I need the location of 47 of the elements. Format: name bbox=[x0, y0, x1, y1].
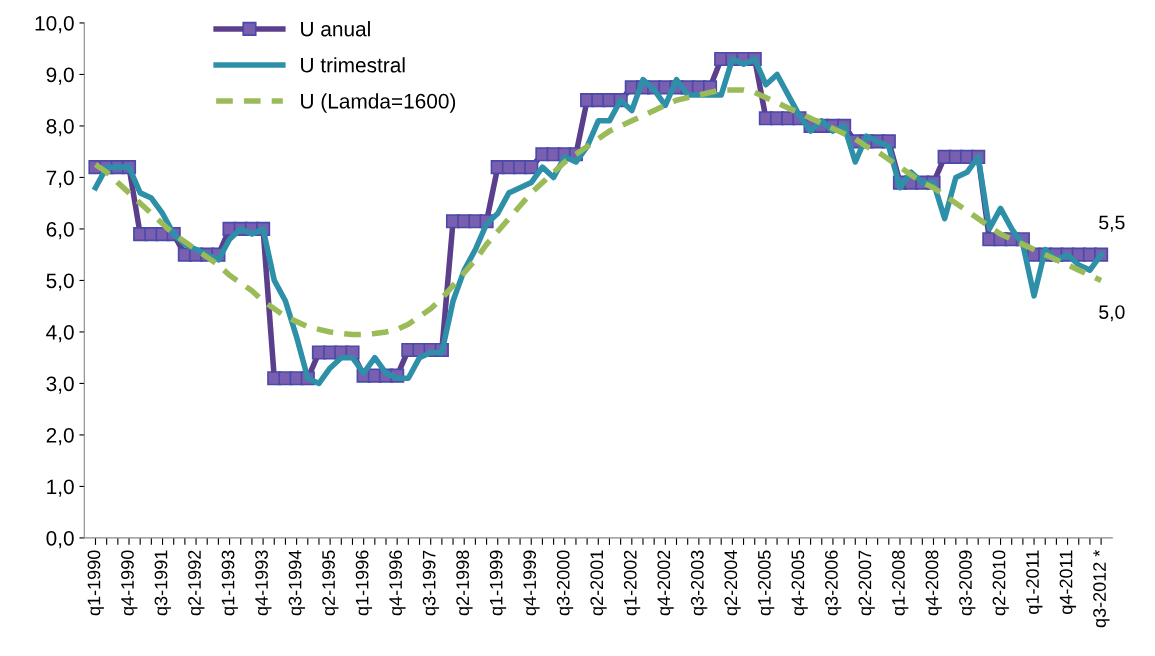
x-tick-label: q3-1991 bbox=[154, 550, 171, 616]
y-tick-label: 10,0 bbox=[35, 15, 74, 34]
x-tick-label: q1-2011 bbox=[1026, 550, 1043, 614]
annotation: 5,5 bbox=[1099, 215, 1125, 232]
x-tick-label: q3-2009 bbox=[959, 550, 976, 616]
x-tick-label: q1-1999 bbox=[489, 550, 507, 616]
y-tick-label: 3,0 bbox=[46, 376, 74, 394]
x-tick-label: q4-1999 bbox=[523, 550, 540, 616]
x-tick-label: q3-2006 bbox=[824, 550, 842, 616]
x-tick-label: q4-1993 bbox=[255, 550, 272, 616]
x-tick-label: q4-1996 bbox=[389, 550, 406, 616]
x-tick-label: q2-2001 bbox=[590, 550, 607, 616]
x-tick-label: q3-1997 bbox=[422, 550, 440, 616]
x-tick-label: q2-2004 bbox=[724, 550, 741, 616]
y-tick-label: 6,0 bbox=[46, 221, 74, 240]
y-tick-label: 1,0 bbox=[47, 479, 74, 497]
legend-label: U trimestral bbox=[301, 57, 405, 73]
x-tick-label: q3-2003 bbox=[690, 550, 708, 616]
y-tick-label: 5,0 bbox=[46, 273, 74, 291]
y-tick-label: 0,0 bbox=[46, 530, 74, 549]
legend-label: U (Lamda=1600) bbox=[301, 93, 456, 113]
x-tick-label: q1-1996 bbox=[355, 550, 373, 616]
x-tick-label: q3-2000 bbox=[556, 550, 574, 616]
y-tick-label: 4,0 bbox=[46, 324, 74, 343]
x-tick-label: q4-2008 bbox=[925, 550, 942, 616]
x-tick-label: q4-2011 bbox=[1059, 550, 1076, 614]
x-tick-label: q2-2007 bbox=[858, 550, 875, 616]
legend-label: U anual bbox=[301, 21, 370, 37]
x-tick-label: q1-1993 bbox=[221, 550, 238, 616]
x-tick-label: q1-2005 bbox=[757, 550, 775, 616]
y-tick-label: 8,0 bbox=[46, 118, 74, 137]
annotation: 5,0 bbox=[1099, 305, 1125, 322]
x-tick-label: q4-1990 bbox=[121, 550, 138, 616]
x-tick-label: q2-1995 bbox=[322, 550, 339, 616]
y-tick-label: 7,0 bbox=[46, 170, 74, 188]
x-tick-label: q3-1994 bbox=[288, 550, 306, 616]
x-tick-label: q1-2002 bbox=[623, 550, 641, 616]
y-tick-label: 9,0 bbox=[46, 67, 74, 85]
x-tick-label: q1-1990 bbox=[87, 550, 104, 616]
x-tick-label: q2-1998 bbox=[456, 550, 473, 616]
x-tick-label: q2-1992 bbox=[188, 550, 205, 616]
x-tick-label: q2-2010 bbox=[992, 550, 1009, 616]
x-tick-label: q1-2008 bbox=[892, 550, 909, 616]
x-tick-label: q4-2005 bbox=[791, 550, 808, 616]
x-tick-label: q3-2012 * bbox=[1093, 550, 1110, 628]
x-tick-label: q4-2002 bbox=[657, 550, 674, 616]
y-tick-label: 2,0 bbox=[46, 427, 74, 446]
